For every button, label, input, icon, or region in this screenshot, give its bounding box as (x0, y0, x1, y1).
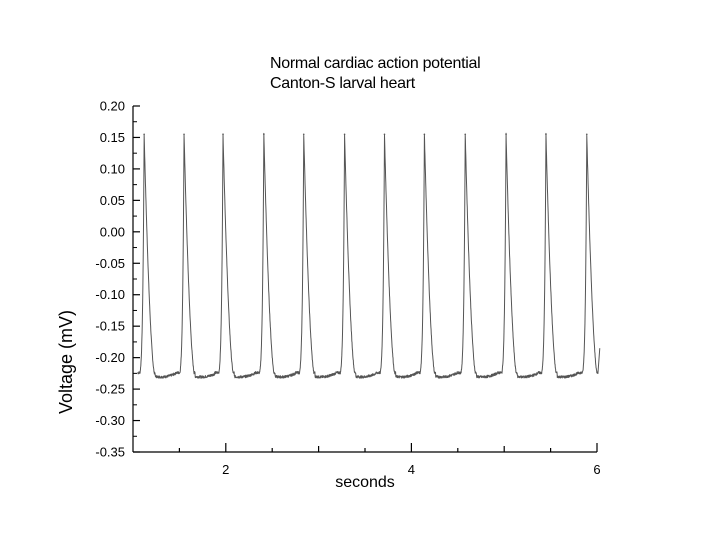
y-tick-label: -0.25 (95, 382, 125, 397)
x-tick-label: 6 (593, 462, 600, 477)
series (137, 132, 601, 379)
x-tick-label: 4 (408, 462, 415, 477)
chart-title-line-2: Canton-S larval heart (270, 75, 416, 92)
peak-point (585, 133, 588, 136)
x-tick-label: 2 (222, 462, 229, 477)
y-tick-label: 0.00 (100, 224, 125, 239)
chart-title: Normal cardiac action potential Canton-S… (270, 55, 481, 92)
x-axis-label: seconds (335, 474, 395, 491)
y-tick-label: 0.20 (100, 99, 125, 114)
peak-point (343, 133, 346, 136)
y-tick-label: -0.30 (95, 413, 125, 428)
y-axis-label: Voltage (mV) (56, 310, 76, 414)
peak-point (505, 133, 507, 136)
peak-point (383, 133, 386, 136)
axes (132, 106, 597, 453)
y-tick-label: 0.10 (100, 161, 125, 176)
peak-point (464, 133, 467, 136)
y-tick-label: -0.20 (95, 350, 125, 365)
y-tick-label: 0.05 (100, 193, 125, 208)
y-ticks: 0.20 0.15 0.10 0.05 0.00 -0.05 -0.10 -0.15 -0.20… (95, 99, 140, 460)
y-tick-label: -0.35 (95, 445, 125, 460)
chart-title-line-1: Normal cardiac action potential (270, 55, 480, 72)
peak-point (423, 133, 426, 136)
y-tick-label: 0.15 (100, 130, 125, 145)
peak-point (222, 133, 224, 136)
y-tick-label: -0.10 (95, 287, 125, 302)
y-tick-label: -0.15 (95, 319, 125, 334)
x-ticks: 2 4 6 (178, 443, 601, 477)
peak-point (143, 133, 145, 136)
peak-point (183, 133, 185, 136)
peak-point (545, 133, 547, 136)
peak-point (263, 133, 265, 136)
series-line (137, 132, 601, 379)
y-tick-label: -0.05 (95, 256, 125, 271)
peak-point (302, 133, 305, 136)
